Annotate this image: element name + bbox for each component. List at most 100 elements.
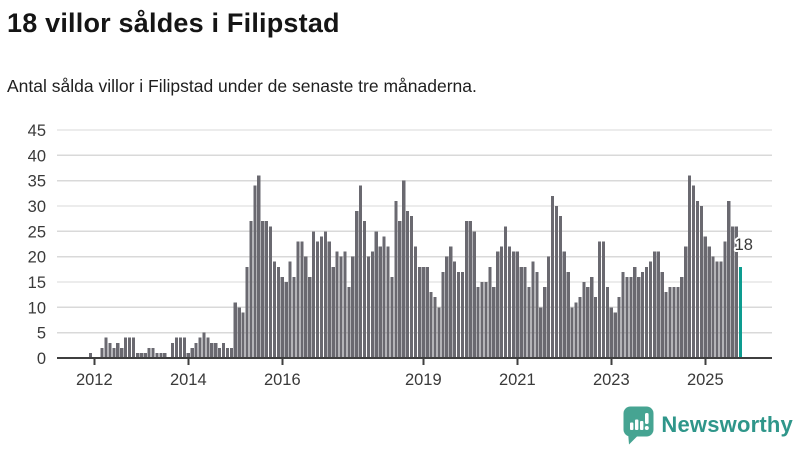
chart-bar xyxy=(249,221,253,358)
chart-bar xyxy=(233,302,237,358)
chart-bar xyxy=(394,200,398,358)
y-axis-tick-label: 45 xyxy=(28,122,46,140)
chart-bar xyxy=(680,276,684,358)
chart-bar xyxy=(178,337,183,358)
chart-bar xyxy=(441,271,445,358)
logo-wordmark: Newsworthy xyxy=(661,412,793,437)
newsworthy-logo: Newsworthy xyxy=(623,404,793,446)
chart-bar xyxy=(112,347,116,358)
chart-bar xyxy=(719,261,723,358)
chart-bar xyxy=(292,276,296,358)
chart-bar xyxy=(355,211,359,358)
y-axis-tick-label: 20 xyxy=(28,249,46,267)
chart-bar xyxy=(449,246,453,358)
chart-bar xyxy=(453,261,457,358)
chart-bar xyxy=(527,287,531,358)
chart-bar xyxy=(582,282,586,358)
y-axis-tick-label: 5 xyxy=(37,325,46,343)
chart-bar xyxy=(539,307,543,358)
x-axis-tick-label: 2014 xyxy=(170,371,207,389)
chart-bar xyxy=(641,271,645,358)
chart-bar xyxy=(202,332,206,358)
chart-bar xyxy=(104,337,108,358)
chart-bar xyxy=(319,236,324,358)
chart-bar xyxy=(237,307,241,358)
chart-bar xyxy=(727,200,731,358)
chart-bar xyxy=(382,236,386,358)
chart-bar xyxy=(613,312,617,358)
chart-bar xyxy=(558,216,562,358)
chart-bar xyxy=(668,287,672,358)
chart-bar xyxy=(629,276,633,358)
chart-bar xyxy=(492,287,496,358)
x-axis-tick-label: 2023 xyxy=(593,371,630,389)
chart-bar xyxy=(445,256,449,358)
chart-bar xyxy=(672,287,676,358)
chart-bar xyxy=(476,287,480,358)
chart-bar xyxy=(421,266,425,358)
chart-bar xyxy=(347,287,351,358)
chart-bar xyxy=(374,231,378,358)
chart-bar xyxy=(515,251,519,358)
chart-bar xyxy=(633,266,637,358)
chart-bar xyxy=(245,266,249,358)
chart-bar xyxy=(339,256,343,358)
chart-bar xyxy=(296,241,300,358)
x-axis-tick-label: 2019 xyxy=(405,371,442,389)
chart-bar xyxy=(691,185,696,358)
chart-bar xyxy=(378,246,382,358)
chart-bar xyxy=(731,226,735,358)
chart-bar xyxy=(124,337,128,358)
x-axis-tick-label: 2016 xyxy=(264,371,301,389)
chart-bar xyxy=(652,251,656,358)
chart-bar xyxy=(703,236,707,358)
chart-bar xyxy=(186,352,190,358)
chart-bar xyxy=(511,251,515,358)
chart-bar xyxy=(460,271,465,358)
chart-bar xyxy=(218,347,222,358)
y-axis-tick-label: 25 xyxy=(28,223,46,241)
chart-bar xyxy=(578,297,582,358)
chart-bar xyxy=(272,261,277,358)
chart-bar xyxy=(715,261,719,358)
chart-bar xyxy=(147,347,151,358)
chart-bar xyxy=(151,347,155,358)
x-axis-tick-label: 2025 xyxy=(687,371,724,389)
chart-bar xyxy=(617,297,621,358)
chart-bar xyxy=(300,241,304,358)
chart-bar xyxy=(648,261,653,358)
chart-bar xyxy=(351,256,355,358)
chart-bar xyxy=(131,337,136,358)
chart-bar xyxy=(664,292,668,358)
chart-bar xyxy=(370,251,374,358)
chart-bar xyxy=(390,276,394,358)
chart-bar xyxy=(265,221,269,358)
chart-bar xyxy=(402,180,406,358)
y-axis-tick-label: 10 xyxy=(28,299,46,317)
chart-bar xyxy=(437,307,441,358)
chart-bar xyxy=(362,221,367,358)
chart-bar xyxy=(609,307,613,358)
chart-bar xyxy=(194,342,198,358)
chart-bar xyxy=(323,231,327,358)
chart-bar xyxy=(182,337,186,358)
chart-bar xyxy=(143,352,147,358)
chart-bar xyxy=(507,246,512,358)
chart-bar xyxy=(566,271,570,358)
chart-bar xyxy=(605,287,609,358)
chart-bar xyxy=(284,282,288,358)
chart-bar xyxy=(88,352,92,358)
chart-bar xyxy=(574,302,578,358)
newsworthy-bubble-chart-icon xyxy=(623,406,654,444)
chart-bar xyxy=(386,246,390,358)
chart-bar xyxy=(327,241,331,358)
chart-bar xyxy=(398,221,402,358)
chart-bar xyxy=(554,206,559,358)
chart-bar xyxy=(601,241,606,358)
chart-bar xyxy=(409,216,414,358)
chart-bar xyxy=(707,246,711,358)
chart-bar xyxy=(261,221,265,358)
chart-bar xyxy=(312,231,316,358)
chart-bar xyxy=(699,206,703,358)
page-title: 18 villor såldes i Filipstad xyxy=(7,8,340,38)
